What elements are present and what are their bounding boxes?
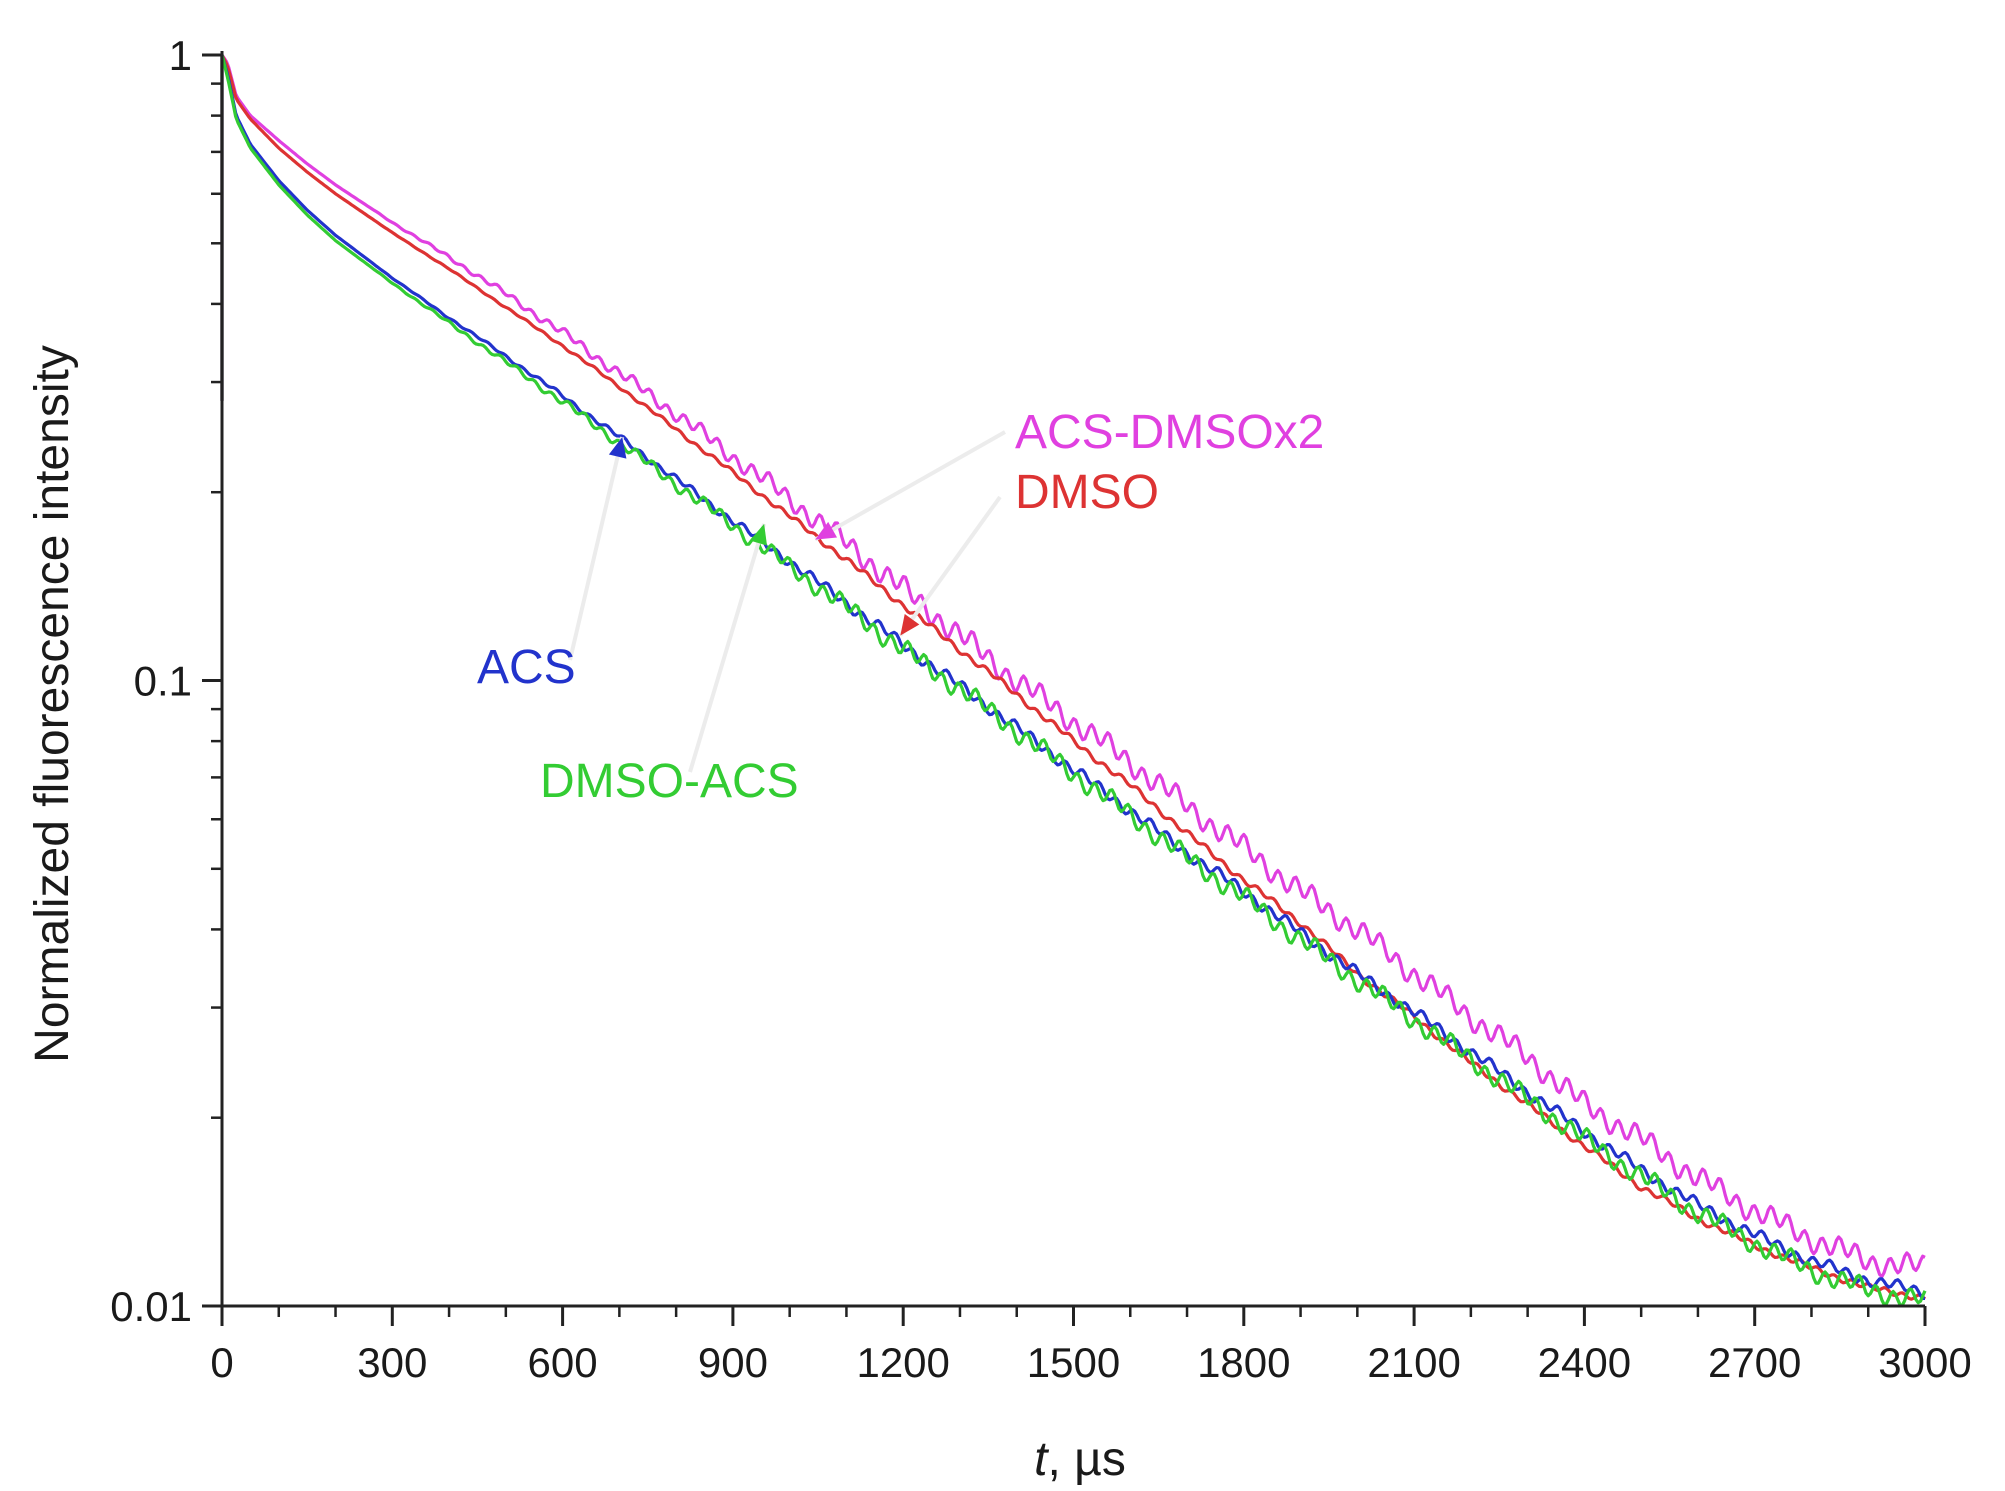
- arrowhead-acs: [608, 437, 627, 459]
- series-label-acs: ACS: [477, 641, 576, 694]
- x-axis-title: t, µs: [1034, 1433, 1126, 1486]
- arrowhead-dmso: [900, 614, 920, 636]
- x-tick-label: 1800: [1197, 1339, 1290, 1386]
- x-tick-label: 2100: [1367, 1339, 1460, 1386]
- x-tick-label: 3000: [1878, 1339, 1971, 1386]
- x-tick-label: 300: [357, 1339, 427, 1386]
- series-line-acs: [220, 53, 1925, 1300]
- series-label-dmso: DMSO: [1015, 466, 1159, 519]
- arrowhead-dmso-acs: [749, 523, 768, 546]
- series-label-acs-dmsox2: ACS-DMSOx2: [1015, 406, 1324, 459]
- arrowhead-acs-dmsox2: [815, 521, 838, 540]
- x-tick-label: 2400: [1538, 1339, 1631, 1386]
- series-line-dmso: [220, 53, 1927, 1301]
- leader-line-dmso: [898, 495, 1002, 637]
- series-label-dmso-acs: DMSO-ACS: [540, 755, 799, 808]
- series-layer: [220, 53, 1927, 1307]
- y-tick-label: 0.1: [134, 658, 192, 705]
- x-tick-label: 1500: [1027, 1339, 1120, 1386]
- y-tick-label: 0.01: [110, 1283, 192, 1330]
- series-line-acs-dmsox2: [220, 53, 1926, 1279]
- y-tick-label: 1: [169, 32, 192, 79]
- axes-layer: 0 300 600 900 1200 1500 1800 2100 2400 2700 3000 0.…: [110, 32, 1971, 1386]
- x-tick-label: 0: [210, 1339, 233, 1386]
- annotation-layer: ACS-DMSOx2 DMSO ACS DMSO-ACS: [477, 406, 1324, 808]
- y-axis-title: Normalized fluorescence intensity: [26, 345, 79, 1063]
- leader-line-acs: [568, 436, 625, 661]
- x-tick-label: 900: [698, 1339, 768, 1386]
- x-tick-label: 2700: [1708, 1339, 1801, 1386]
- leader-line-dmso-acs: [688, 523, 767, 773]
- x-axis-title-italic: t: [1034, 1433, 1049, 1486]
- x-tick-label: 1200: [856, 1339, 949, 1386]
- x-axis-title-unit: , µs: [1048, 1433, 1126, 1486]
- series-line-dmso-acs: [220, 53, 1927, 1307]
- leader-line-acs-dmsox2: [814, 430, 1006, 542]
- x-tick-label: 600: [528, 1339, 598, 1386]
